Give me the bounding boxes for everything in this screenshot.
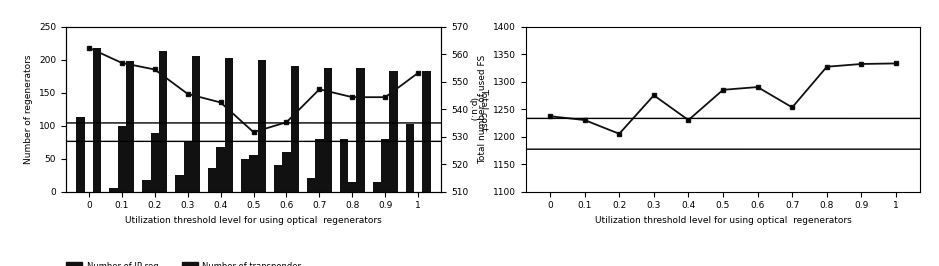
Bar — [192, 56, 200, 192]
Bar — [176, 175, 183, 192]
Bar — [274, 165, 283, 192]
Bar — [283, 152, 290, 192]
Bar — [150, 134, 159, 192]
Bar — [340, 139, 348, 192]
Bar — [143, 180, 150, 192]
Bar — [348, 182, 357, 192]
Bar — [257, 60, 266, 192]
Bar — [373, 182, 381, 192]
Y-axis label: Number of regenerators: Number of regenerators — [24, 54, 33, 164]
X-axis label: Utilization threshold level for using optical  regenerators: Utilization threshold level for using op… — [125, 216, 382, 225]
Bar — [224, 58, 233, 192]
Bar — [117, 126, 126, 192]
Bar — [208, 168, 217, 192]
Bar — [109, 188, 117, 192]
Bar — [381, 139, 390, 192]
Bar — [76, 117, 85, 192]
Legend: Number of IP reg, Number of OEO reg, Number of transponder, TotalCost: Number of IP reg, Number of OEO reg, Num… — [62, 258, 305, 266]
Bar — [241, 159, 250, 192]
Bar — [406, 124, 414, 192]
Y-axis label: Total cost
(p.u.): Total cost (p.u.) — [469, 88, 487, 130]
X-axis label: Utilization threshold level for using optical  regenerators: Utilization threshold level for using op… — [594, 216, 852, 225]
Bar — [250, 155, 257, 192]
Bar — [316, 139, 324, 192]
Bar — [423, 71, 431, 192]
Bar — [217, 147, 224, 192]
Bar — [390, 71, 398, 192]
Bar — [290, 66, 299, 192]
Bar — [307, 178, 316, 192]
Bar — [357, 68, 364, 192]
Bar — [159, 51, 167, 192]
Bar — [93, 48, 101, 192]
Bar — [324, 68, 331, 192]
Y-axis label: Total number of used FS: Total number of used FS — [479, 55, 487, 164]
Bar — [183, 141, 192, 192]
Bar — [126, 61, 134, 192]
